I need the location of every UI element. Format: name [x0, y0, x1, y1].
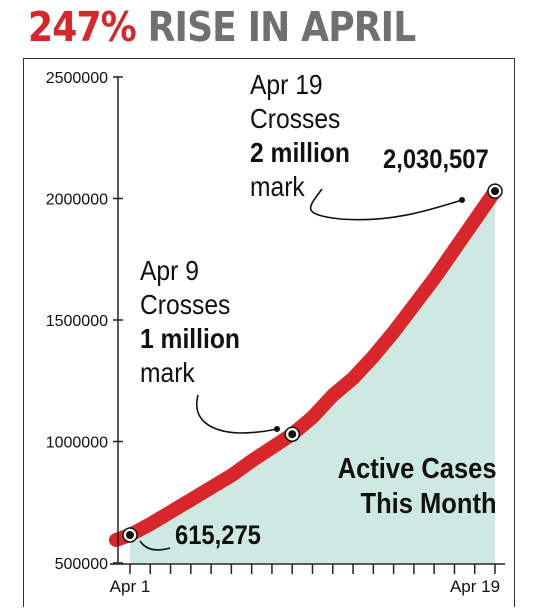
leader-line-apr-19 — [309, 188, 463, 221]
annotation-apr-9-date: Apr 9 — [140, 255, 199, 286]
leader-dot-apr-19 — [459, 197, 465, 203]
marker-layer — [122, 183, 503, 543]
annotation-apr-19: Apr 19 Crosses 2 million mark — [250, 68, 350, 204]
headline-percentage: 247% — [28, 3, 137, 51]
headline-text: RISE IN APRIL — [135, 3, 417, 51]
end-value-label: 2,030,507 — [383, 144, 489, 174]
area-label-line-1: Active Cases — [338, 453, 497, 485]
area-fill — [130, 191, 495, 563]
area-label-line-2: This Month — [360, 488, 497, 520]
area-label: Active Cases This Month — [338, 452, 497, 522]
annotation-apr-19-milestone: 2 million — [250, 137, 350, 168]
annotation-apr-9-mark: mark — [140, 357, 195, 388]
start-value-label: 615,275 — [175, 520, 261, 550]
annotation-apr-9-crosses: Crosses — [140, 289, 231, 320]
annotation-apr-19-date: Apr 19 — [250, 69, 323, 100]
annotation-apr-9-milestone: 1 million — [140, 323, 240, 354]
series-line — [109, 184, 502, 547]
y-tick-label: 1000000 — [46, 435, 108, 452]
leader-line-apr-1 — [139, 540, 171, 551]
leader-line-apr-9 — [196, 394, 278, 434]
y-tick-label: 2500000 — [46, 70, 108, 87]
chart-frame — [23, 58, 515, 607]
y-tick-label: 1500000 — [46, 313, 108, 330]
data-point-marker-center — [126, 530, 134, 539]
y-tick-label: 2000000 — [46, 192, 108, 209]
axis-layer: 500000 1000000 1500000 2000000 2500000 Apr 1 A… — [46, 70, 505, 596]
data-point-marker-center — [491, 187, 499, 196]
annotation-apr-9: Apr 9 Crosses 1 million mark — [140, 254, 240, 390]
x-tick-label: Apr 19 — [450, 577, 500, 596]
annotation-apr-19-mark: mark — [250, 171, 305, 202]
headline: 247% RISE IN APRIL — [28, 2, 417, 52]
y-tick-label: 500000 — [55, 556, 108, 573]
plot-layer — [109, 184, 502, 563]
x-tick-label: Apr 1 — [110, 577, 151, 596]
annotation-apr-19-crosses: Crosses — [250, 103, 341, 134]
leader-dot-apr-9 — [274, 426, 280, 432]
data-point-marker-center — [288, 430, 297, 439]
